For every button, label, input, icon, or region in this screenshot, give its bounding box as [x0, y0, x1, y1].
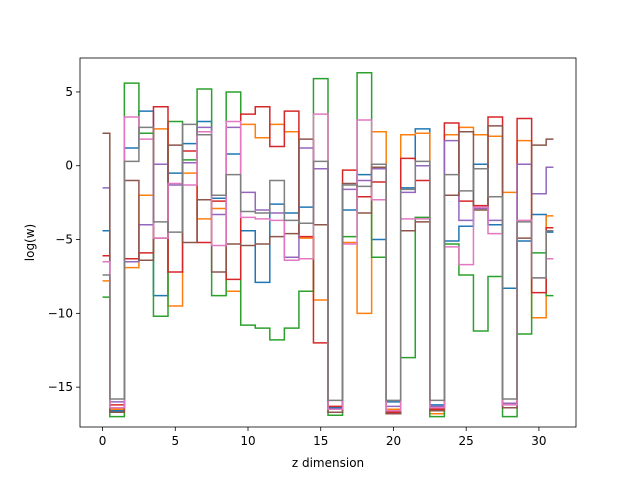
x-tick-label: 20: [386, 434, 401, 448]
y-tick-label: −5: [55, 233, 73, 247]
x-tick-label: 25: [459, 434, 474, 448]
y-tick-label: −10: [48, 306, 73, 320]
x-tick-label: 30: [531, 434, 546, 448]
series-line-8: [102, 123, 554, 402]
y-tick-label: −15: [48, 380, 73, 394]
x-tick-label: 5: [171, 434, 179, 448]
x-tick-label: 10: [240, 434, 255, 448]
x-tick-label: 15: [313, 434, 328, 448]
x-axis: 0 5 10 15 20 25 30: [99, 427, 547, 448]
x-tick-label: 0: [99, 434, 107, 448]
y-tick-label: 0: [65, 159, 73, 173]
x-axis-label: z dimension: [292, 456, 364, 470]
plot-area-frame: [79, 57, 577, 428]
y-axis-label: log(w): [23, 224, 37, 261]
series-layer: [102, 72, 554, 418]
series-line-7: [102, 113, 554, 412]
y-axis: 5 0 −5 −10 −15: [48, 85, 80, 394]
y-tick-label: 5: [65, 85, 73, 99]
